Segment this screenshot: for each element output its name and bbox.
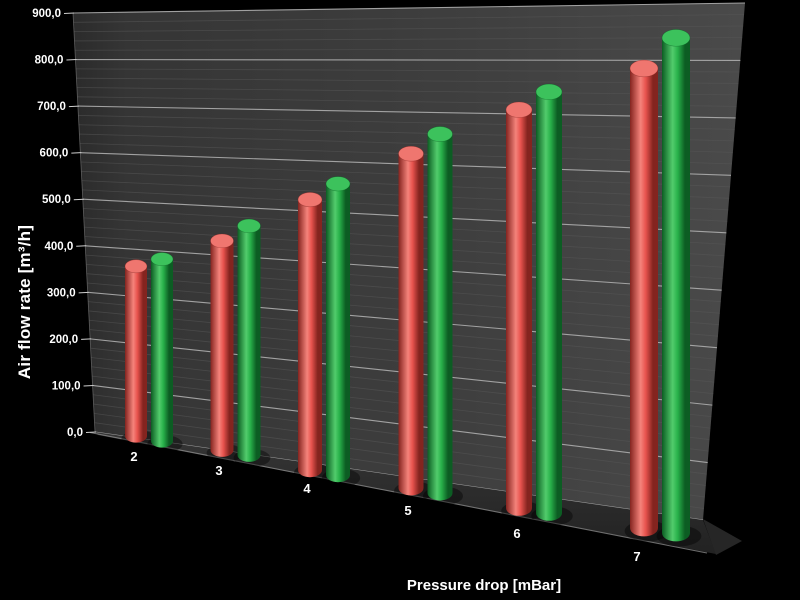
x-axis-title: Pressure drop [mBar] (406, 577, 562, 594)
bar-body (662, 37, 690, 533)
y-tick-label: 300,0 (47, 287, 76, 299)
x-category-label: 2 (130, 449, 137, 464)
bar-green-series-3 (233, 218, 271, 467)
bar-body (630, 68, 658, 529)
y-tick-mark (73, 198, 84, 201)
y-tick-mark (66, 59, 77, 61)
bar-green-series-5 (423, 126, 463, 506)
bar-body (298, 199, 322, 470)
bar-top-cap (150, 252, 174, 267)
bar-green-series-4 (321, 176, 361, 488)
bar-top-cap (124, 259, 148, 274)
y-tick-mark (81, 338, 92, 340)
chart-floor-side-face (703, 519, 742, 555)
bar-body (398, 153, 424, 488)
bar-body (326, 183, 350, 476)
x-category-label: 4 (303, 481, 311, 496)
y-tick-mark (71, 152, 82, 154)
bar-body (427, 134, 453, 493)
y-tick-label: 500,0 (42, 194, 71, 206)
bar-top-cap (427, 126, 453, 142)
y-tick-label: 700,0 (37, 101, 66, 113)
x-category-label: 6 (513, 526, 520, 541)
bar-body (506, 109, 532, 508)
bar-red-series-6 (501, 101, 543, 521)
y-tick-mark (68, 105, 79, 108)
x-category-label: 5 (404, 503, 411, 518)
y-tick-label: 900,0 (32, 8, 61, 20)
x-category-label: 3 (215, 463, 222, 478)
floor-front-edge (89, 431, 708, 554)
bar-red-series-4 (293, 192, 333, 483)
bar-top-cap (629, 59, 659, 78)
bar-red-series-2 (121, 259, 157, 448)
y-tick-mark (78, 291, 89, 294)
y-tick-mark (63, 12, 75, 14)
y-tick-label: 0,0 (67, 427, 83, 439)
y-tick-mark (83, 384, 94, 387)
bar-green-series-2 (147, 252, 183, 453)
bar-green-series-6 (531, 83, 573, 526)
bar-body (536, 91, 562, 513)
bar-body (151, 259, 173, 441)
bar-body (125, 266, 147, 436)
bar-top-cap (325, 176, 351, 192)
x-axis-labels: 2 3 4 5 6 7 (130, 449, 640, 564)
bar-body (210, 240, 234, 450)
y-tick-label: 600,0 (40, 148, 69, 160)
x-category-label: 7 (633, 549, 640, 564)
bar-top-cap (661, 29, 691, 47)
bar-top-cap (535, 83, 563, 100)
bar-red-series-3 (206, 233, 244, 462)
y-tick-label: 800,0 (35, 55, 64, 67)
y-tick-label: 200,0 (49, 334, 78, 346)
wall-left-edge (72, 12, 96, 433)
y-tick-mark (85, 431, 97, 433)
bar-top-cap (210, 233, 234, 249)
bar-green-series-7 (656, 29, 702, 547)
y-tick-mark (76, 245, 87, 247)
bar-top-cap (237, 218, 261, 234)
bar-top-cap (297, 192, 323, 208)
bar-body (237, 225, 261, 455)
bar-red-series-7 (624, 59, 670, 542)
bar-top-cap (398, 145, 424, 162)
y-axis-ticks: 0,0 100,0 200,0 300,0 400,0 500,0 600,0 700,0 80… (32, 8, 97, 439)
y-tick-label: 400,0 (44, 241, 73, 253)
bar-top-cap (505, 101, 533, 118)
bar-red-series-5 (394, 145, 434, 501)
y-tick-label: 100,0 (52, 380, 81, 392)
y-axis-title: Air flow rate [m³/h] (15, 224, 34, 380)
